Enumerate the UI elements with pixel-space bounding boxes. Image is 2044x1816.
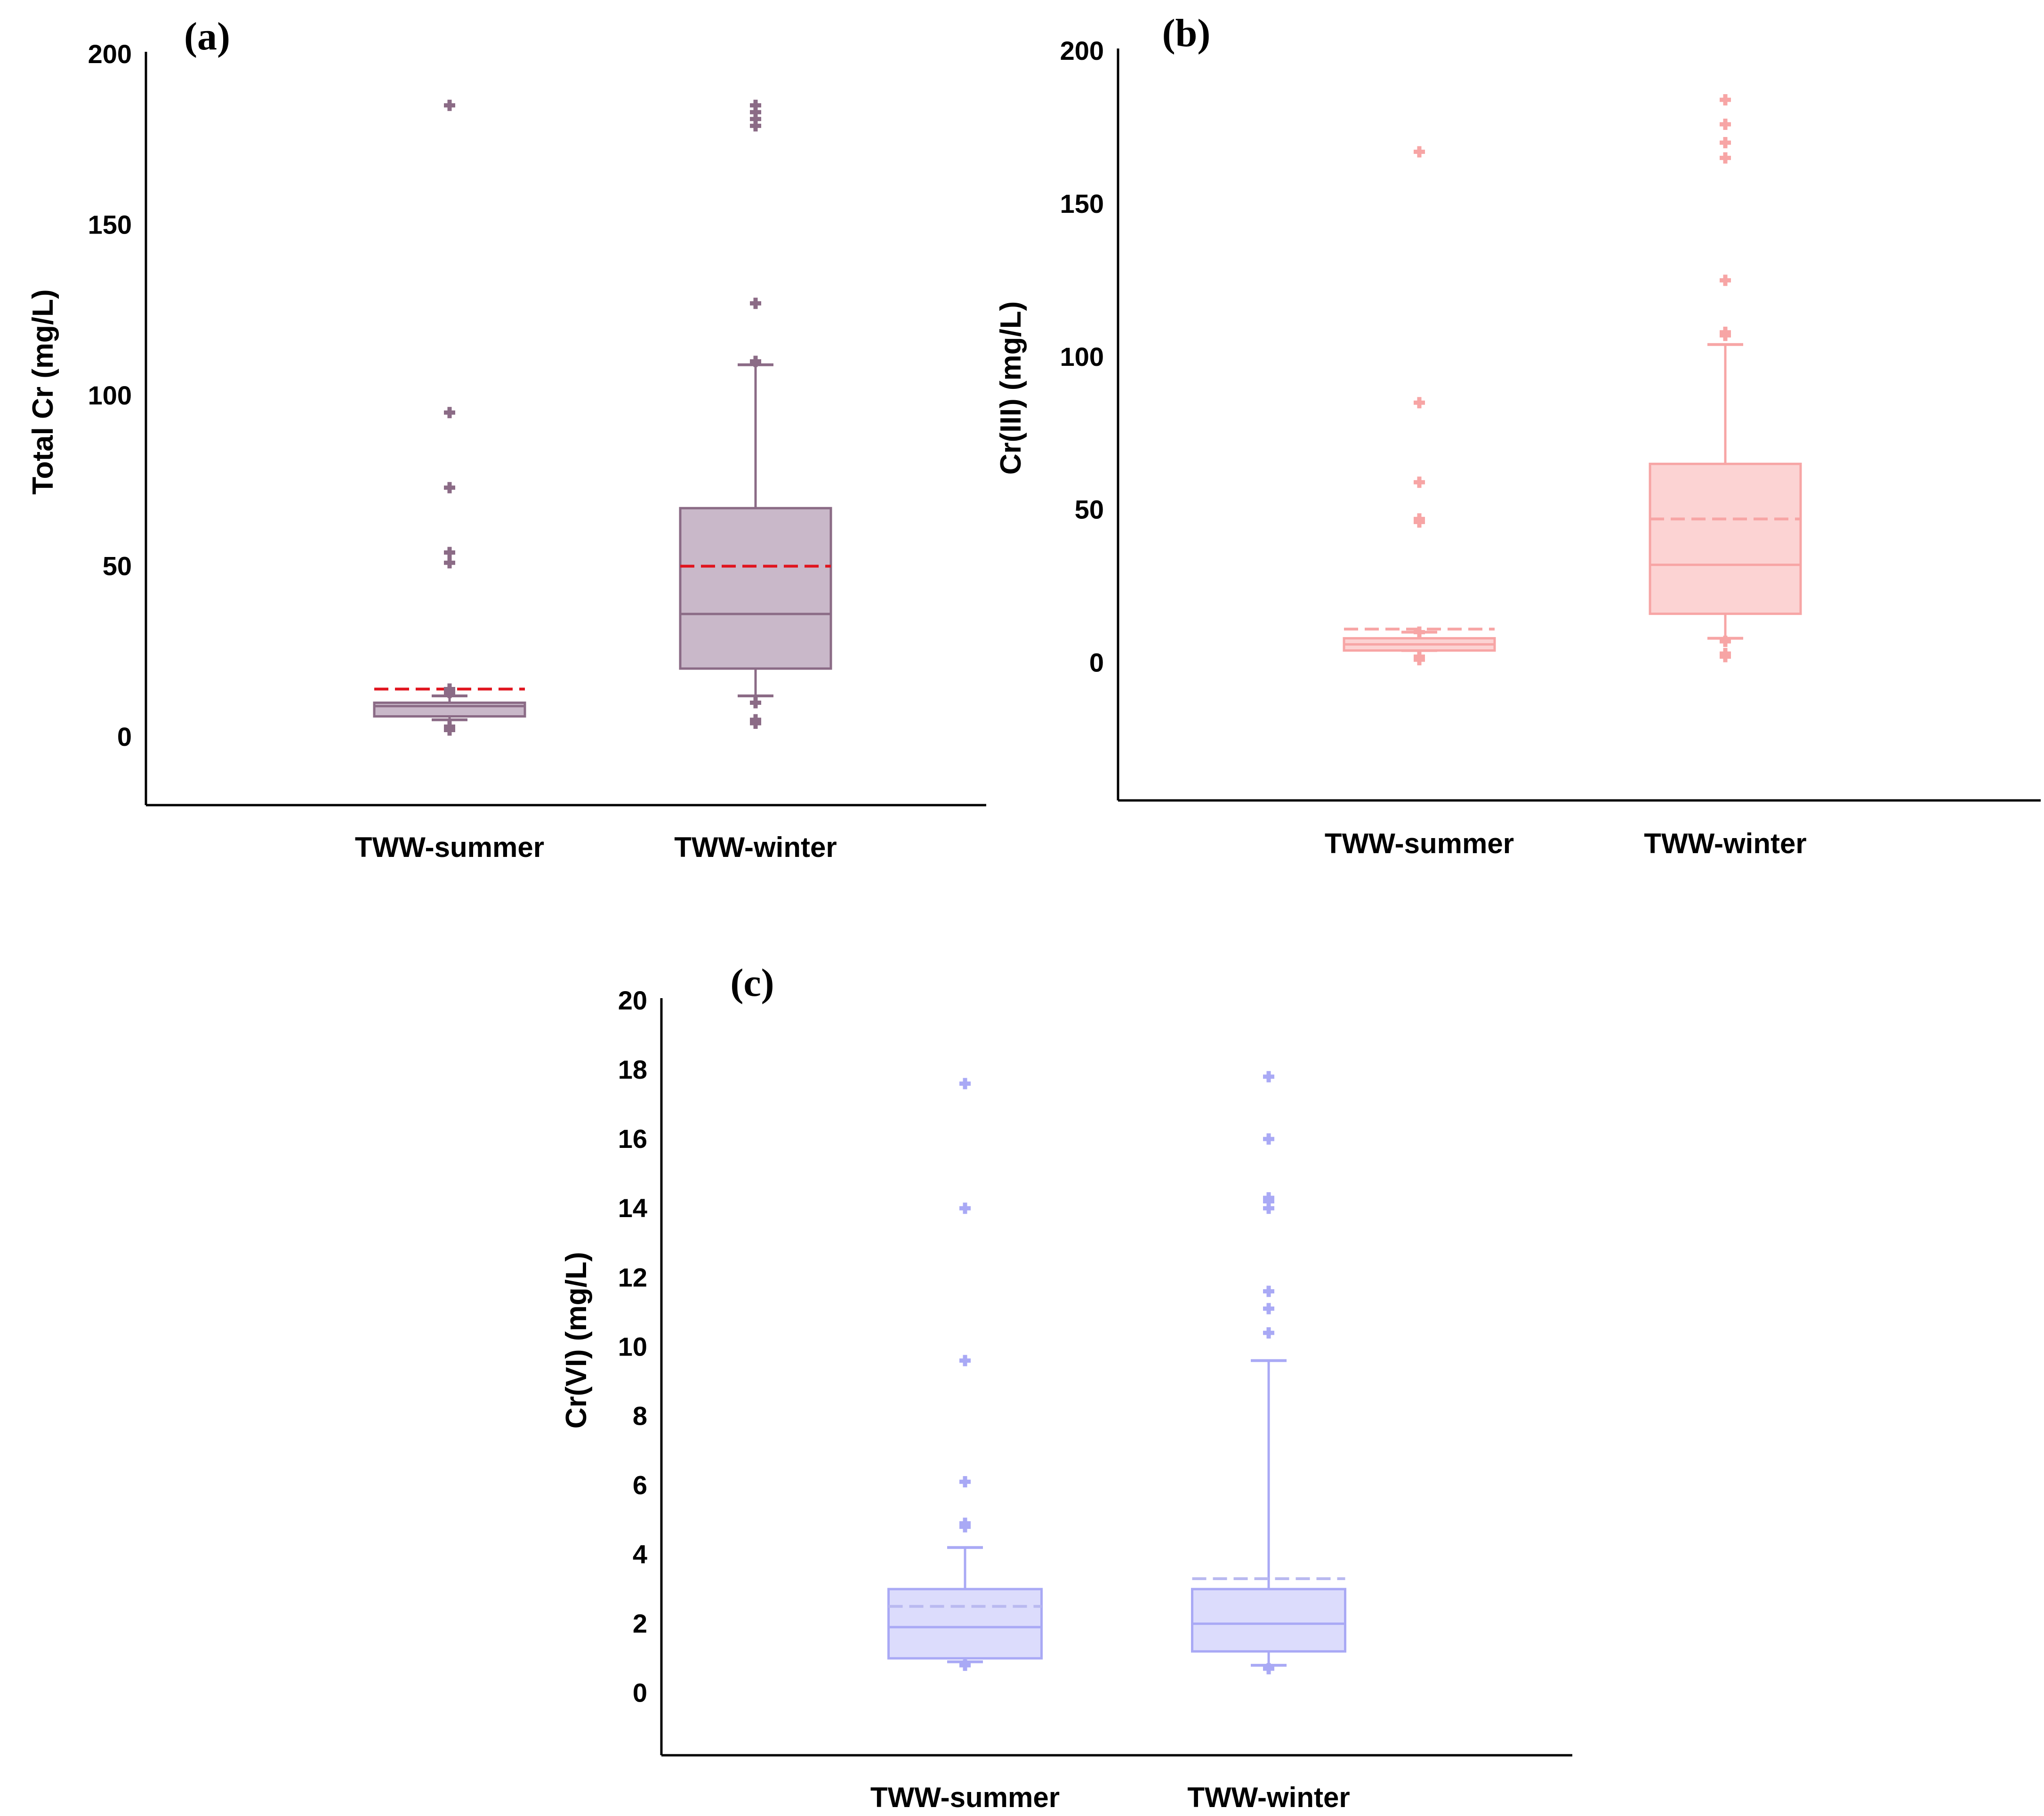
x-category-label: TWW-summer (355, 831, 544, 863)
outlier-point (1720, 330, 1731, 341)
box-tww-winter: TWW-winter (674, 99, 837, 863)
x-category-label: TWW-winter (674, 831, 837, 863)
y-tick-label: 0 (117, 722, 132, 751)
outlier-point (750, 718, 761, 729)
y-tick-label: 18 (618, 1055, 647, 1084)
outlier-point (1414, 476, 1425, 488)
outlier-point (1720, 118, 1731, 130)
y-tick-label: 200 (88, 39, 132, 69)
outlier-point (444, 99, 455, 111)
y-tick-label: 16 (618, 1124, 647, 1154)
y-tick-label: 100 (1060, 342, 1104, 371)
chart-panel-a: 0 50 100 150 200 Total Cr (mg/L) (a) TWW-summer… (27, 15, 986, 863)
outlier-point (959, 1078, 971, 1090)
y-tick-label: 150 (1060, 189, 1104, 218)
y-tick-label: 10 (618, 1332, 647, 1361)
box-tww-summer: TWW-summer (870, 1078, 1060, 1813)
outlier-point (750, 697, 761, 709)
outlier-point (1720, 94, 1731, 105)
y-tick-label: 50 (1075, 495, 1104, 525)
iqr-box (679, 507, 832, 670)
outlier-point (1263, 1663, 1274, 1675)
outlier-point (750, 120, 761, 132)
outlier-point (1414, 516, 1425, 528)
outlier-point (959, 1203, 971, 1214)
y-tick-label: 20 (618, 985, 647, 1015)
box-tww-winter: TWW-winter (1644, 94, 1807, 859)
outlier-point (1720, 651, 1731, 662)
y-tick-label: 12 (618, 1262, 647, 1292)
outlier-point (1414, 626, 1425, 638)
x-category-label: TWW-winter (1644, 828, 1806, 859)
outlier-point (444, 482, 455, 493)
outlier-point (444, 547, 455, 558)
outlier-point (1414, 397, 1425, 409)
box-tww-summer: TWW-summer (355, 99, 544, 863)
x-category-label: TWW-summer (870, 1782, 1060, 1813)
outlier-point (444, 686, 455, 698)
outlier-point (750, 355, 761, 367)
outlier-point (1720, 636, 1731, 647)
outlier-point (1263, 1071, 1274, 1082)
y-tick-label: 150 (88, 210, 132, 240)
panel-tag: (a) (184, 15, 230, 58)
chart-panel-b: 0 50 100 150 200 Cr(III) (mg/L) (b) TWW-summer T… (995, 11, 2041, 859)
y-tick-label: 2 (633, 1609, 647, 1638)
outlier-point (1263, 1303, 1274, 1315)
box-tww-summer: TWW-summer (1325, 146, 1514, 859)
iqr-box (373, 702, 526, 718)
y-tick-label: 200 (1060, 36, 1104, 65)
y-tick-label: 4 (633, 1540, 647, 1569)
outlier-point (1263, 1133, 1274, 1145)
y-tick-label: 6 (633, 1470, 647, 1500)
x-category-label: TWW-winter (1187, 1782, 1350, 1813)
outlier-point (444, 407, 455, 419)
y-tick-label: 0 (633, 1678, 647, 1708)
outlier-point (1720, 274, 1731, 286)
outlier-point (444, 724, 455, 736)
outlier-point (1414, 146, 1425, 158)
outlier-point (959, 1521, 971, 1533)
y-axis-label: Total Cr (mg/L) (27, 289, 59, 494)
chart-panel-c: 0 2 4 6 8 10 12 14 16 18 20 Cr(VI) (mg/L) (c) TWW-sum… (560, 961, 1572, 1813)
y-tick-label: 8 (633, 1401, 647, 1430)
outlier-point (444, 557, 455, 569)
y-tick-label: 100 (88, 380, 132, 410)
iqr-box (1649, 462, 1802, 615)
outlier-point (1263, 1203, 1274, 1214)
panel-tag: (b) (1162, 11, 1211, 55)
outlier-point (1720, 137, 1731, 148)
outlier-point (1263, 1285, 1274, 1297)
y-axis-label: Cr(III) (mg/L) (995, 301, 1027, 475)
outlier-point (959, 1659, 971, 1671)
y-tick-label: 0 (1089, 648, 1104, 678)
outlier-point (1414, 654, 1425, 666)
outlier-point (959, 1355, 971, 1366)
y-tick-label: 50 (103, 551, 132, 581)
outlier-point (1263, 1327, 1274, 1339)
x-category-label: TWW-summer (1325, 828, 1514, 859)
iqr-box (887, 1588, 1043, 1660)
box-tww-winter: TWW-winter (1187, 1071, 1350, 1813)
panel-tag: (c) (730, 961, 774, 1005)
y-axis-label: Cr(VI) (mg/L) (560, 1252, 593, 1429)
y-tick-label: 14 (618, 1193, 647, 1223)
outlier-point (750, 298, 761, 309)
outlier-point (1720, 152, 1731, 164)
outlier-point (959, 1476, 971, 1488)
iqr-box (1191, 1588, 1346, 1653)
